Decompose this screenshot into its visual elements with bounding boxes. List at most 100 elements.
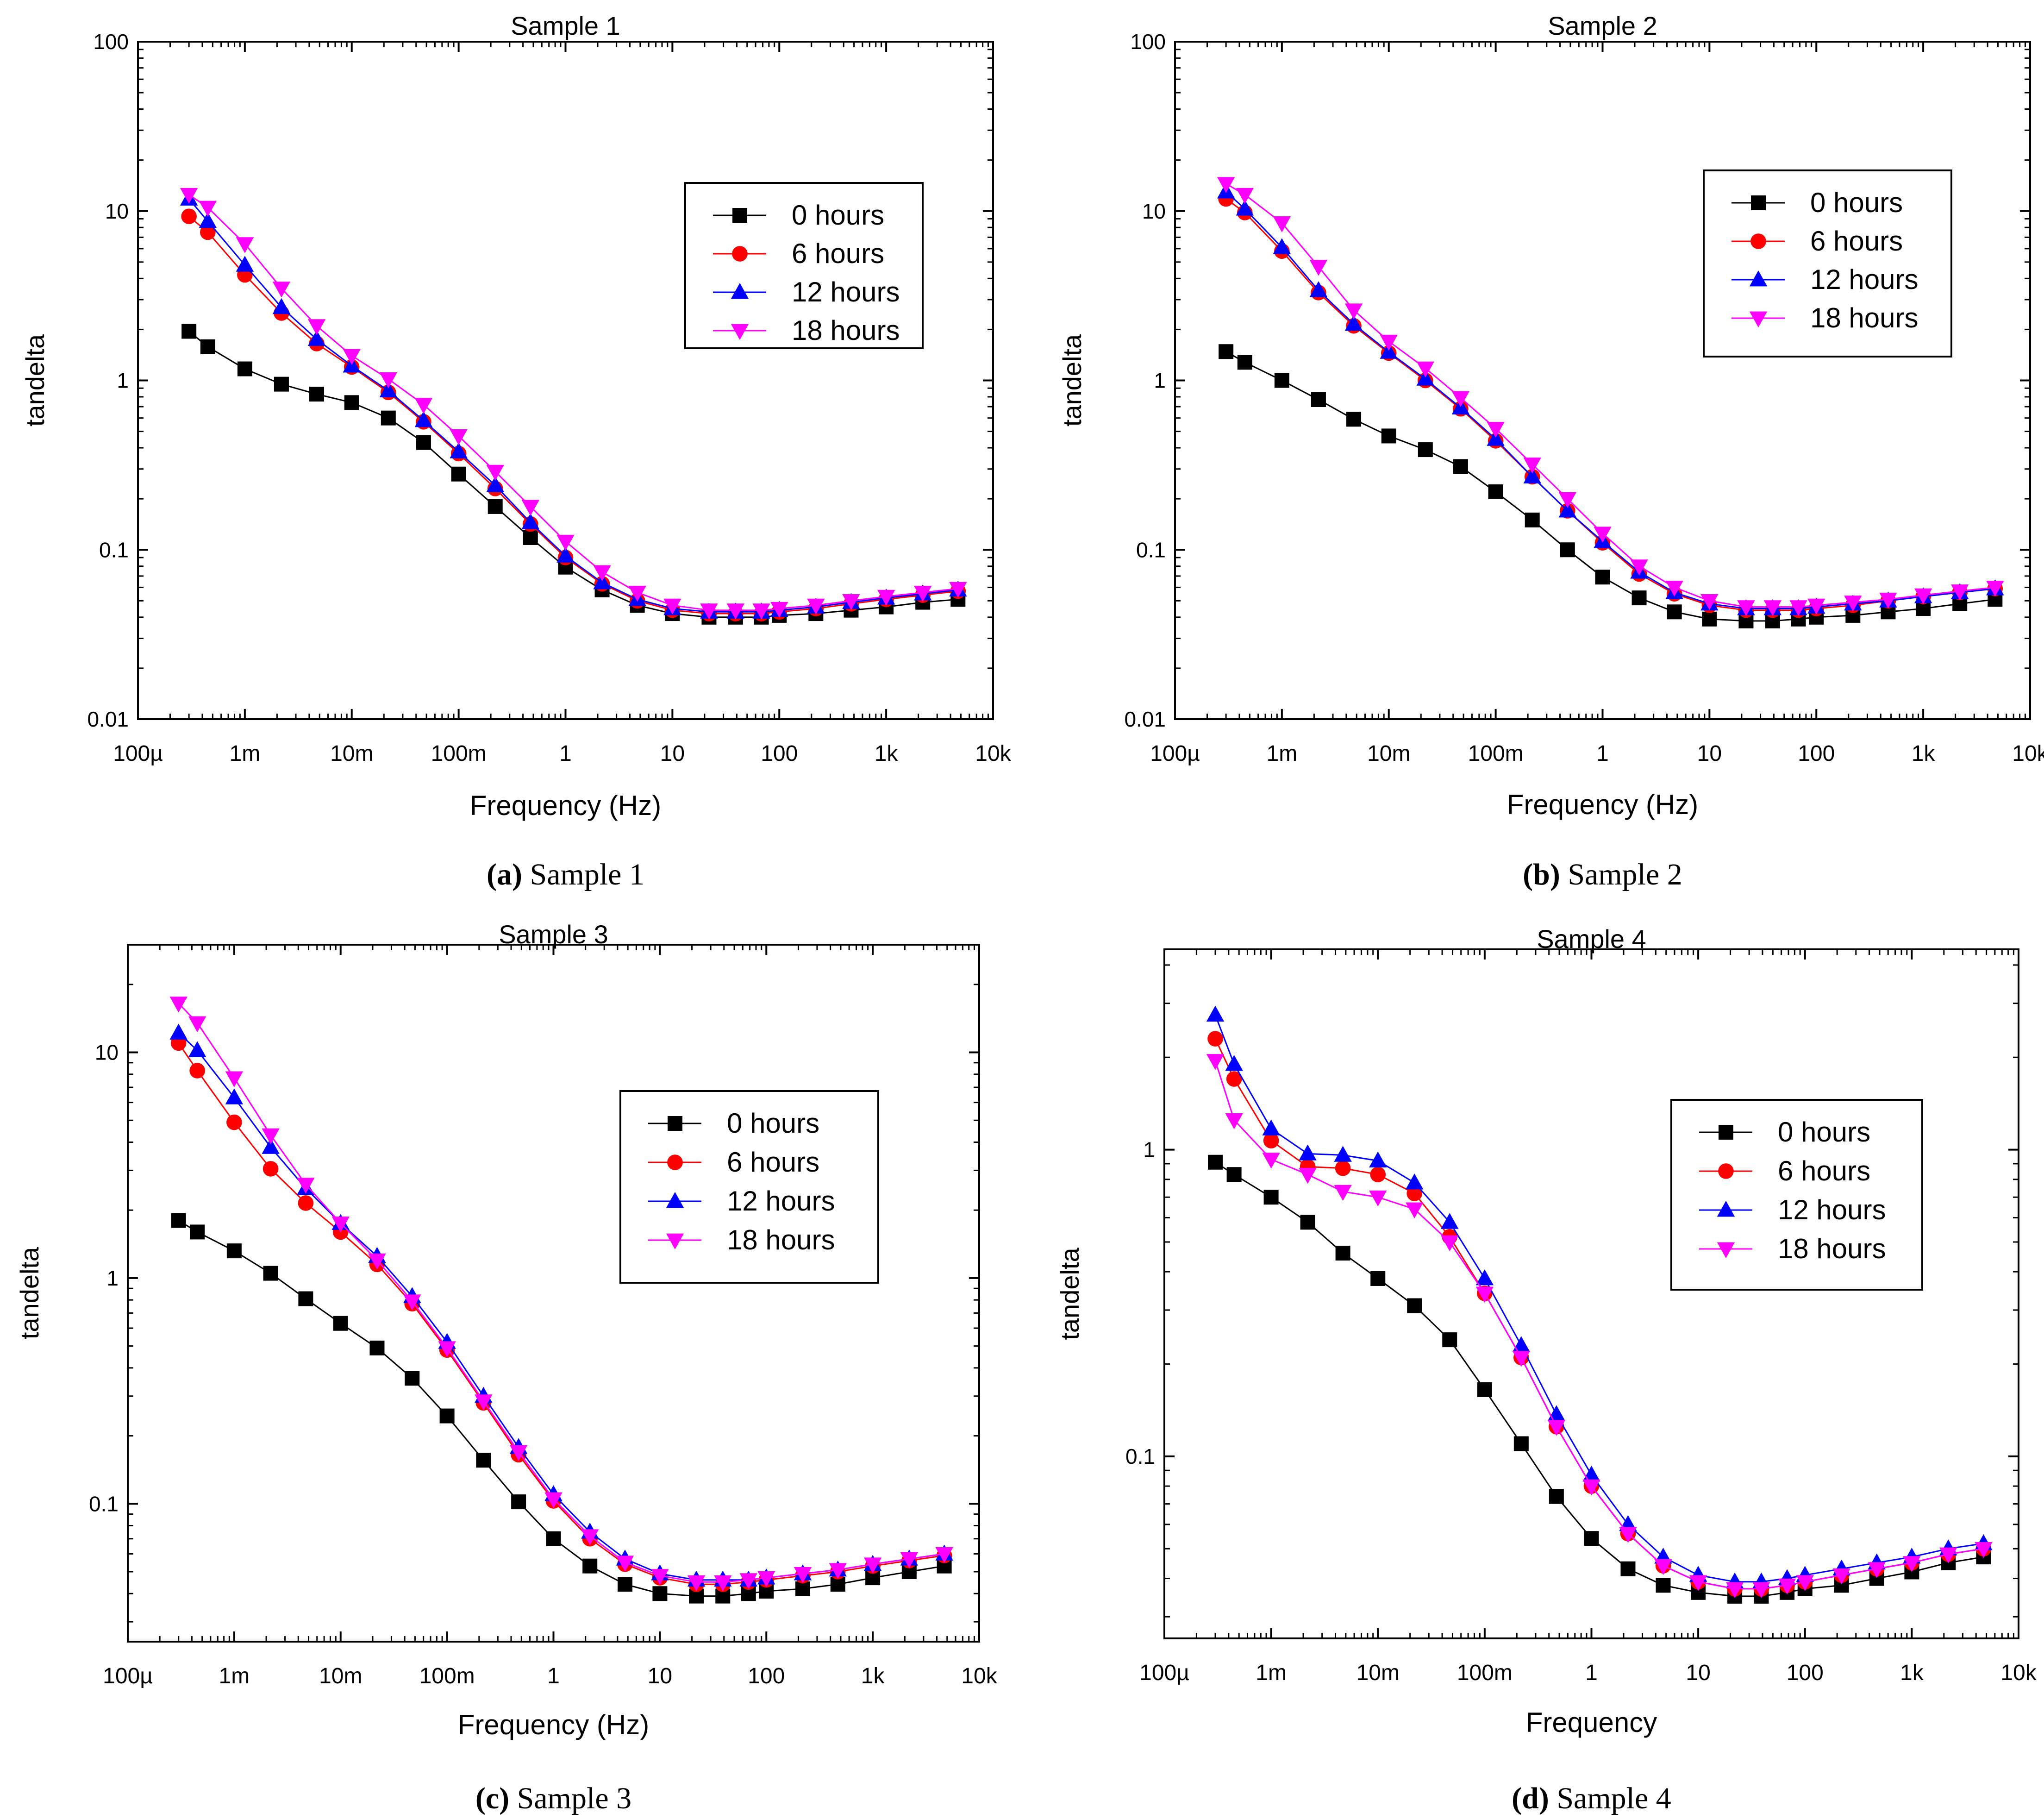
data-point [739, 1573, 757, 1589]
data-point [1558, 501, 1576, 518]
data-point [307, 319, 326, 335]
y-tick-label: 0.01 [1124, 707, 1166, 731]
data-point [1560, 542, 1575, 558]
data-point [1208, 1154, 1223, 1170]
caption-letter: (b) [1523, 858, 1560, 891]
y-tick-label: 0.01 [87, 707, 129, 731]
data-point [523, 530, 538, 545]
x-tick-label: 10k [2012, 741, 2044, 766]
data-point [1262, 1153, 1280, 1169]
x-tick-label: 1k [861, 1664, 885, 1688]
legend-marker [667, 1154, 683, 1170]
data-point [225, 1071, 244, 1087]
series-line-0-hours [188, 331, 958, 618]
x-tick-label: 100m [431, 741, 487, 766]
legend-marker [1717, 1201, 1735, 1217]
legend-label: 6 hours [1778, 1155, 1870, 1186]
x-tick-label: 1m [230, 741, 261, 766]
data-point [450, 442, 468, 458]
data-point [1796, 1575, 1814, 1591]
data-point [1226, 1071, 1242, 1087]
legend-label: 18 hours [1778, 1233, 1886, 1264]
data-point [450, 429, 468, 445]
x-axis-label: Frequency (Hz) [1507, 789, 1698, 820]
y-tick-label: 1 [1143, 1138, 1155, 1162]
x-tick-label: 10 [648, 1664, 672, 1688]
data-point [1975, 1542, 1993, 1558]
data-point [1380, 334, 1398, 351]
data-point [297, 1178, 315, 1194]
data-point [544, 1492, 563, 1508]
caption-letter: (d) [1512, 1781, 1549, 1815]
legend-marker [1750, 233, 1766, 249]
data-point [616, 1556, 634, 1572]
data-point [307, 330, 326, 346]
data-point [794, 1567, 812, 1583]
legend: 0 hours 6 hours 12 hours 18 hours [684, 182, 924, 349]
panel-caption: (b) Sample 2 [1523, 858, 1682, 891]
data-point [451, 466, 466, 482]
data-point [225, 1088, 244, 1104]
legend-marker [732, 246, 748, 262]
data-point [1381, 428, 1396, 444]
data-point [1416, 361, 1435, 378]
data-point [188, 1016, 206, 1033]
legend-label: 12 hours [1810, 264, 1919, 295]
data-point [1370, 1167, 1386, 1183]
caption-text: Sample 1 [522, 858, 644, 891]
x-tick-label: 10k [961, 1664, 997, 1688]
data-point [169, 997, 188, 1013]
data-point [1226, 1167, 1242, 1182]
data-point [486, 464, 504, 481]
data-point [1667, 604, 1682, 620]
panel-caption: (d) Sample 4 [1512, 1781, 1671, 1815]
data-point [1584, 1531, 1599, 1546]
data-point [1309, 281, 1328, 297]
x-tick-label: 100µ [103, 1664, 153, 1688]
data-point [1407, 1298, 1422, 1313]
data-point [1217, 177, 1235, 193]
data-point [486, 476, 504, 492]
data-point [1335, 1245, 1350, 1261]
x-tick-label: 100 [1798, 741, 1835, 766]
chart-title: Sample 1 [511, 11, 620, 40]
x-tick-label: 10 [660, 741, 685, 766]
data-point [1512, 1351, 1531, 1367]
data-point [200, 339, 215, 354]
data-point [1778, 1578, 1796, 1595]
data-point [1225, 1113, 1243, 1129]
legend-marker [1751, 195, 1766, 210]
data-point [1475, 1286, 1494, 1303]
x-tick-label: 100 [748, 1664, 785, 1688]
legend-marker [668, 1116, 682, 1131]
data-point [842, 594, 860, 610]
x-tick-label: 10m [319, 1664, 362, 1688]
data-point [1512, 1336, 1531, 1352]
data-point [877, 590, 895, 606]
x-axis-label: Frequency (Hz) [458, 1709, 649, 1740]
y-tick-label: 100 [1130, 30, 1166, 54]
data-point [1620, 1561, 1636, 1576]
data-point [1263, 1133, 1279, 1148]
data-point [1299, 1167, 1317, 1184]
legend-marker [731, 324, 749, 340]
chart-panel-3: 100µ 1m 10m 100m 1 10 100 1k 10k 0.1 1 10 Sample 3 Fr… [15, 920, 998, 1815]
data-point [1558, 492, 1576, 508]
data-point [1263, 1190, 1279, 1205]
data-point [236, 256, 254, 272]
data-point [770, 602, 788, 618]
data-point [226, 1243, 242, 1259]
data-point [475, 1394, 493, 1411]
data-point [1344, 314, 1363, 331]
data-point [1914, 588, 1932, 605]
data-point [1700, 594, 1719, 610]
x-tick-label: 1k [1912, 741, 1936, 766]
data-point [263, 1161, 279, 1177]
data-point [511, 1494, 526, 1510]
data-point [593, 573, 611, 590]
x-tick-label: 100 [1787, 1661, 1824, 1685]
x-axis-label: Frequency (Hz) [470, 790, 661, 821]
data-point [344, 395, 359, 410]
data-point [1595, 570, 1610, 585]
data-point [1525, 512, 1540, 527]
